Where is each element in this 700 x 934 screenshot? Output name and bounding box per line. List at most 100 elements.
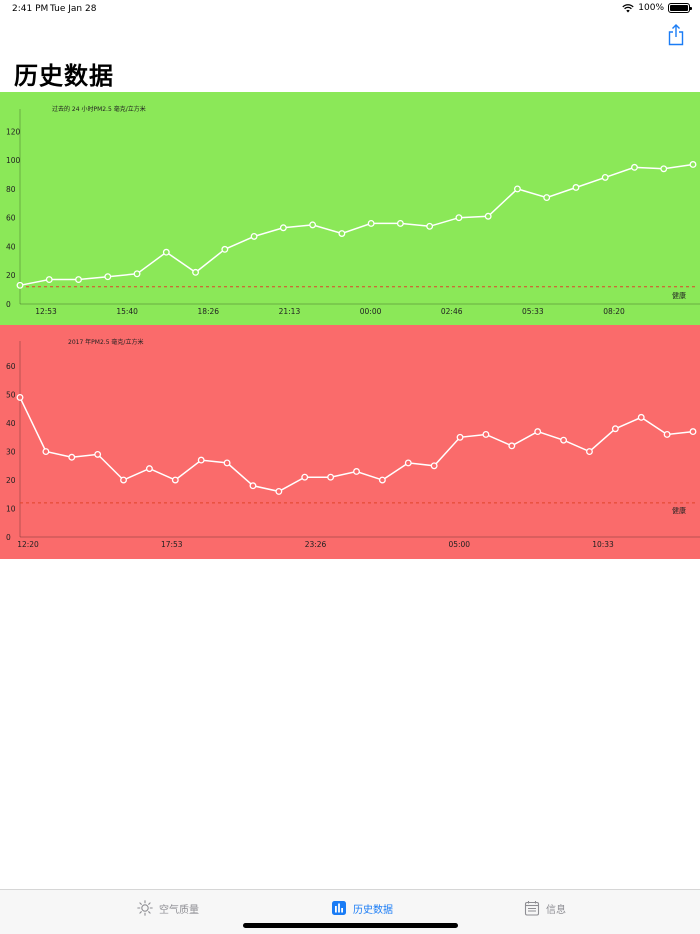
y-tick-label: 0 [6, 533, 11, 542]
data-point [171, 476, 179, 484]
x-tick-label: 08:20 [603, 307, 625, 316]
data-point [689, 428, 697, 436]
data-point [663, 431, 671, 438]
chart-panel-2017: 2017 年PM2.5 毫克/立方米 0 10 20 30 40 50 60 12:20 17:5… [0, 325, 700, 559]
tab-history[interactable]: 历史数据 [331, 900, 393, 916]
wifi-icon [622, 4, 634, 13]
data-point [197, 456, 205, 464]
chart-panel-24h: 过去的 24 小时PM2.5 毫克/立方米 0 20 40 60 80 100 120 12:5… [0, 92, 700, 325]
status-time: 2:41 PM [12, 4, 49, 14]
data-point [430, 462, 438, 470]
home-indicator [243, 923, 458, 928]
data-point [94, 450, 102, 458]
chart-title: 2017 年PM2.5 毫克/立方米 [68, 338, 143, 346]
y-tick-label: 10 [6, 505, 16, 514]
tab-air-quality-label: 空气质量 [159, 904, 199, 916]
y-tick-label: 60 [6, 214, 16, 223]
data-point [192, 268, 200, 276]
data-point [249, 482, 257, 490]
y-tick-label: 50 [6, 391, 16, 400]
y-tick-label: 120 [6, 127, 21, 136]
data-point [301, 473, 309, 481]
battery-percent: 100% [638, 3, 664, 13]
data-point [637, 413, 645, 421]
x-tick-label: 05:33 [522, 307, 544, 316]
data-point [631, 163, 638, 171]
data-point [275, 487, 283, 495]
bar-chart-icon [332, 901, 346, 915]
data-point [133, 270, 141, 278]
data-point [426, 222, 434, 230]
data-point [508, 442, 516, 450]
page-title: 历史数据 [14, 62, 114, 90]
data-point [104, 273, 112, 281]
chart-2017: 2017 年PM2.5 毫克/立方米 0 10 20 30 40 50 60 12:20 17:5… [0, 325, 700, 559]
battery-icon [668, 3, 692, 13]
tab-info[interactable]: 信息 [524, 900, 566, 916]
data-point [660, 165, 668, 173]
data-point [16, 281, 24, 289]
x-tick-label: 18:26 [197, 307, 219, 316]
data-point [601, 173, 609, 181]
data-point [455, 214, 463, 222]
y-tick-label: 40 [6, 419, 16, 428]
x-tick-label: 23:26 [305, 540, 327, 549]
data-point [145, 465, 153, 473]
tab-history-label: 历史数据 [353, 904, 393, 916]
data-point [404, 459, 412, 467]
x-tick-label: 00:00 [360, 307, 382, 316]
x-tick-label: 15:40 [116, 307, 138, 316]
data-point [221, 245, 229, 253]
data-point [543, 194, 551, 202]
x-tick-label: 02:46 [441, 307, 463, 316]
chart-background [0, 325, 700, 559]
data-point [327, 473, 335, 481]
status-bar: 2:41 PM Tue Jan 28 100% [0, 0, 700, 18]
data-point [484, 212, 492, 220]
data-point [367, 219, 375, 227]
data-point [611, 425, 619, 433]
data-point [279, 224, 287, 232]
x-tick-label: 05:00 [448, 540, 470, 549]
data-point [309, 221, 317, 229]
x-tick-label: 10:33 [592, 540, 614, 549]
data-point [42, 448, 50, 455]
y-tick-label: 100 [6, 156, 21, 165]
tab-info-label: 信息 [546, 904, 566, 916]
data-point [513, 185, 521, 193]
data-point [162, 248, 170, 256]
status-right: 100% [622, 3, 692, 13]
status-date: Tue Jan 28 [50, 4, 97, 14]
battery-fill [670, 5, 688, 11]
series-line [19, 163, 694, 287]
data-point [396, 219, 404, 227]
tab-air-quality[interactable]: 空气质量 [137, 900, 199, 916]
data-point [456, 433, 464, 441]
x-tick-label: 12:20 [17, 540, 39, 549]
y-tick-label: 0 [6, 300, 11, 309]
y-tick-label: 30 [6, 448, 16, 457]
data-point [45, 276, 53, 283]
y-tick-label: 40 [6, 242, 16, 251]
sun-icon [137, 900, 153, 916]
x-tick-label: 21:13 [279, 307, 301, 316]
data-point [68, 453, 76, 461]
data-point [586, 448, 593, 455]
data-point [689, 161, 697, 168]
data-point [75, 276, 82, 283]
chart-24h: 过去的 24 小时PM2.5 毫克/立方米 0 20 40 60 80 100 120 12:5… [0, 92, 700, 325]
data-point [534, 428, 542, 436]
threshold-label: 健康 [672, 506, 686, 515]
data-point [223, 459, 231, 467]
calendar-icon [524, 901, 540, 916]
data-point [353, 468, 360, 475]
x-tick-label: 12:53 [35, 307, 57, 316]
y-tick-label: 20 [6, 476, 16, 485]
data-point [560, 436, 568, 444]
y-tick-label: 20 [6, 271, 16, 280]
share-icon[interactable] [666, 24, 686, 46]
data-point [482, 431, 490, 438]
y-tick-label: 60 [6, 362, 16, 371]
threshold-label: 健康 [672, 291, 686, 300]
data-point [120, 476, 127, 484]
